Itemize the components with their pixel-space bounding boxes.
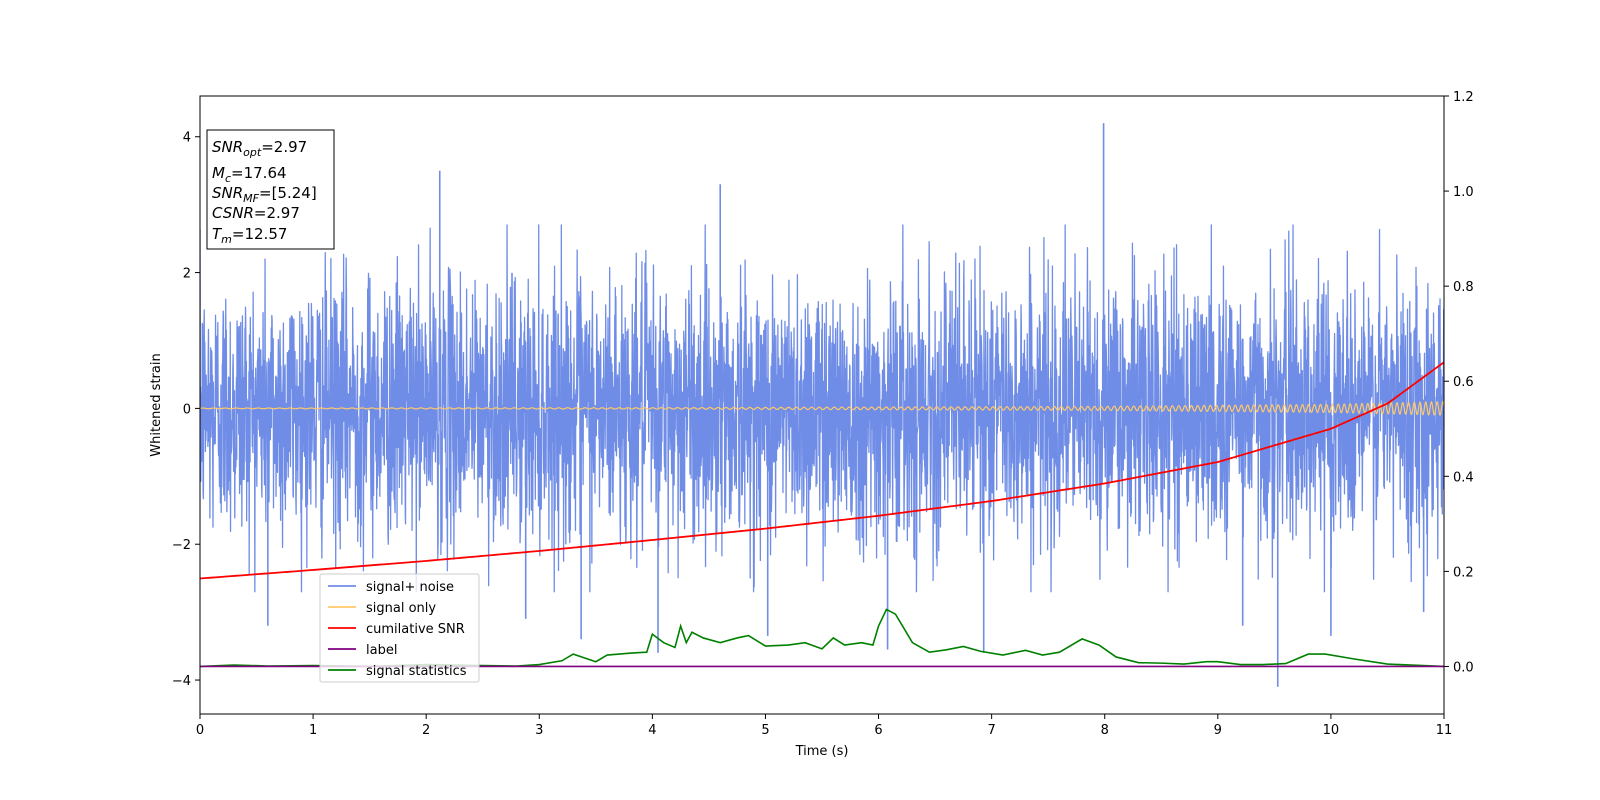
info-box-line: Tm=12.57 — [212, 225, 287, 246]
info-box-line: Mc=17.64 — [212, 164, 287, 185]
x-tick-label: 5 — [761, 723, 769, 738]
x-tick-label: 6 — [874, 723, 882, 738]
y-axis-right: 0.0 0.2 0.4 0.6 0.8 1.0 1.2 — [1444, 90, 1474, 675]
x-tick-label: 8 — [1101, 723, 1109, 738]
signal-only-line — [200, 400, 1444, 416]
y-right-tick-label: 0.2 — [1453, 565, 1474, 580]
info-box-line: SNRMF=[5.24] — [212, 184, 317, 205]
legend-label: label — [366, 643, 397, 658]
x-tick-label: 1 — [309, 723, 317, 738]
info-box: SNRopt=2.97 Mc=17.64SNRMF=[5.24]CSNR=2.97… — [206, 129, 335, 250]
y-left-tick-label: 0 — [183, 402, 191, 417]
x-tick-label: 9 — [1214, 723, 1222, 738]
x-tick-label: 3 — [535, 723, 543, 738]
legend-label: cumilative SNR — [366, 622, 465, 637]
x-tick-label: 0 — [196, 723, 204, 738]
x-axis: 0 1 2 3 4 5 6 7 8 9 10 11 — [196, 714, 1452, 738]
legend-label: signal only — [366, 601, 436, 616]
y-axis-title: Whitened strain — [149, 353, 164, 456]
legend-frame — [319, 573, 480, 683]
y-left-tick-label: −4 — [172, 674, 191, 689]
y-right-tick-label: 0.0 — [1453, 660, 1474, 675]
y-left-tick-label: 2 — [183, 267, 191, 282]
y-right-tick-label: 0.4 — [1453, 470, 1474, 485]
y-axis-left: −4 −2 0 2 4 — [172, 131, 200, 689]
x-tick-label: 7 — [987, 723, 995, 738]
legend: signal+ noise signal only cumilative SNR la… — [319, 573, 480, 683]
info-box-line: SNRopt=2.97 — [212, 138, 307, 159]
x-tick-label: 4 — [648, 723, 656, 738]
signal-only-layer — [200, 400, 1444, 416]
cumulative-snr-line — [200, 361, 1444, 580]
signal-statistics-layer — [200, 608, 1444, 668]
info-box-line: CSNR=2.97 — [212, 204, 300, 222]
y-right-tick-label: 0.8 — [1453, 280, 1474, 295]
cumulative-snr-layer — [200, 361, 1444, 580]
y-right-tick-label: 1.2 — [1453, 90, 1474, 105]
y-right-tick-label: 1.0 — [1453, 185, 1474, 200]
y-right-tick-label: 0.6 — [1453, 375, 1474, 390]
x-axis-title: Time (s) — [795, 744, 849, 759]
x-tick-label: 11 — [1436, 723, 1453, 738]
y-left-tick-label: −2 — [172, 538, 191, 553]
legend-label: signal statistics — [366, 664, 467, 679]
legend-label: signal+ noise — [366, 580, 454, 595]
y-left-tick-label: 4 — [183, 131, 191, 146]
info-box-frame — [206, 129, 335, 250]
signal-statistics-line — [200, 608, 1444, 668]
plot-frame — [199, 95, 1445, 715]
x-tick-label: 2 — [422, 723, 430, 738]
signal-noise-layer — [200, 123, 1444, 687]
x-tick-label: 10 — [1323, 723, 1340, 738]
